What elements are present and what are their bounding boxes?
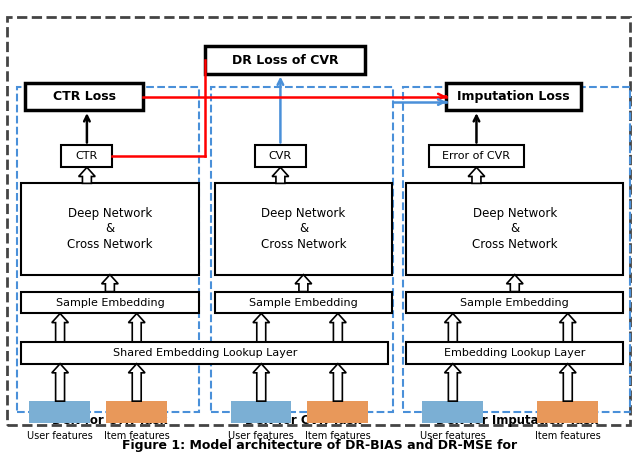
Text: Embedding Lookup Layer: Embedding Lookup Layer <box>444 348 586 358</box>
Text: Item features: Item features <box>534 431 600 441</box>
Text: Deep Network
&
Cross Network: Deep Network & Cross Network <box>472 207 557 251</box>
FancyBboxPatch shape <box>230 401 291 423</box>
Text: User features: User features <box>228 431 294 441</box>
Text: User features: User features <box>420 431 485 441</box>
Text: Sample Embedding: Sample Embedding <box>56 298 164 307</box>
Text: Figure 1: Model architecture of DR-BIAS and DR-MSE for: Figure 1: Model architecture of DR-BIAS … <box>122 439 518 453</box>
Text: Item features: Item features <box>104 431 169 441</box>
Polygon shape <box>129 364 145 401</box>
Polygon shape <box>129 313 145 342</box>
Polygon shape <box>52 313 68 342</box>
Polygon shape <box>52 364 68 401</box>
Text: DCN for Imputation Task: DCN for Imputation Task <box>436 414 598 427</box>
Text: Error of CVR: Error of CVR <box>442 152 511 161</box>
Text: Deep Network
&
Cross Network: Deep Network & Cross Network <box>260 207 346 251</box>
FancyBboxPatch shape <box>214 292 392 313</box>
Polygon shape <box>102 275 118 292</box>
FancyBboxPatch shape <box>21 292 198 313</box>
Polygon shape <box>253 313 269 342</box>
FancyBboxPatch shape <box>537 401 598 423</box>
Text: CTR: CTR <box>76 152 98 161</box>
FancyBboxPatch shape <box>25 83 143 110</box>
FancyBboxPatch shape <box>255 146 306 167</box>
FancyBboxPatch shape <box>307 401 368 423</box>
FancyBboxPatch shape <box>61 146 113 167</box>
Polygon shape <box>506 275 523 292</box>
FancyBboxPatch shape <box>29 401 90 423</box>
Text: Sample Embedding: Sample Embedding <box>249 298 358 307</box>
FancyBboxPatch shape <box>21 183 198 275</box>
FancyBboxPatch shape <box>214 183 392 275</box>
Text: DR Loss of CVR: DR Loss of CVR <box>232 54 338 66</box>
Text: Sample Embedding: Sample Embedding <box>460 298 569 307</box>
Polygon shape <box>330 313 346 342</box>
Polygon shape <box>79 167 95 183</box>
FancyBboxPatch shape <box>406 183 623 275</box>
Polygon shape <box>272 167 289 183</box>
FancyBboxPatch shape <box>106 401 167 423</box>
Text: DCN for CVR Task: DCN for CVR Task <box>245 414 362 427</box>
Text: Shared Embedding Lookup Layer: Shared Embedding Lookup Layer <box>113 348 297 358</box>
FancyBboxPatch shape <box>422 401 483 423</box>
FancyBboxPatch shape <box>406 342 623 364</box>
Text: Deep Network
&
Cross Network: Deep Network & Cross Network <box>67 207 153 251</box>
FancyBboxPatch shape <box>429 146 524 167</box>
Polygon shape <box>330 364 346 401</box>
FancyBboxPatch shape <box>21 342 388 364</box>
FancyBboxPatch shape <box>406 292 623 313</box>
Text: Item features: Item features <box>305 431 371 441</box>
Polygon shape <box>559 313 576 342</box>
Text: CVR: CVR <box>269 152 292 161</box>
Text: User features: User features <box>27 431 93 441</box>
Polygon shape <box>445 364 461 401</box>
Text: CTR Loss: CTR Loss <box>52 90 116 103</box>
FancyBboxPatch shape <box>205 46 365 74</box>
Polygon shape <box>445 313 461 342</box>
Text: DCN for CTR Task: DCN for CTR Task <box>52 414 168 427</box>
Polygon shape <box>295 275 312 292</box>
Polygon shape <box>559 364 576 401</box>
Text: Imputation Loss: Imputation Loss <box>457 90 570 103</box>
Polygon shape <box>253 364 269 401</box>
Polygon shape <box>468 167 484 183</box>
FancyBboxPatch shape <box>447 83 580 110</box>
